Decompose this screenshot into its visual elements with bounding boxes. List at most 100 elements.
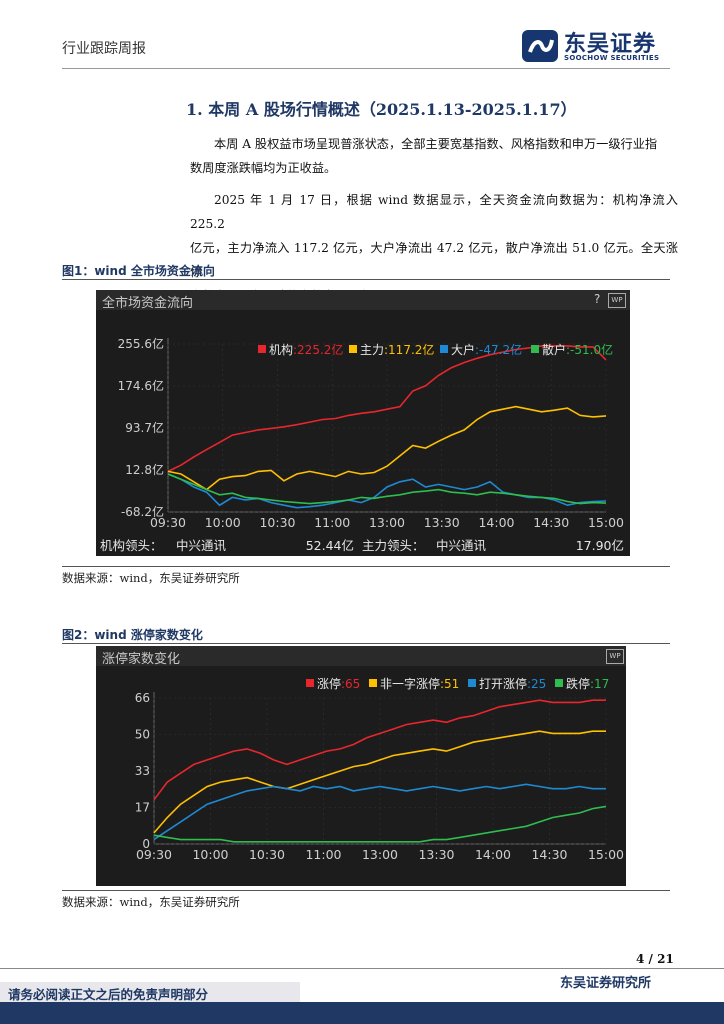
main-leader-stock: 中兴通讯 (436, 538, 487, 553)
legend-label: 散户 (542, 342, 566, 357)
y-tick-label: 33 (135, 764, 150, 778)
x-tick-label: 11:00 (314, 515, 350, 530)
panel-header: 全市场资金流向 ? WP (96, 290, 630, 311)
x-tick-label: 10:00 (192, 847, 228, 862)
limit-up-chart: 66 50 33 17 009:30 10:00 10:30 11:00 13:00 13:30 1… (135, 676, 624, 862)
legend-swatch (468, 679, 476, 687)
footer-band (0, 1002, 724, 1024)
footer-divider (0, 968, 724, 969)
series-line-散户 (167, 473, 607, 505)
legend-swatch (440, 345, 448, 353)
figure2-source: 数据来源：wind，东吴证券研究所 (62, 895, 240, 909)
logo-subtext: SOOCHOW SECURITIES (564, 54, 660, 62)
legend-label: 涨停 (317, 676, 341, 691)
wp-icon[interactable]: WP (608, 293, 626, 308)
logo-text: 东吴证券 (564, 32, 657, 57)
legend-value: :25 (527, 677, 546, 691)
figure2-bottom-rule (62, 890, 670, 891)
y-tick-label: 66 (135, 691, 150, 705)
legend-value: :-51.0亿 (566, 342, 613, 357)
legend-value: :117.2亿 (384, 342, 434, 357)
x-tick-label: 14:00 (475, 847, 511, 862)
legend-label: 机构 (269, 342, 293, 357)
legend-value: :17 (590, 677, 609, 691)
y-tick-label: 93.7亿 (125, 420, 164, 435)
figure1-source: 数据来源：wind，东吴证券研究所 (62, 571, 240, 585)
legend-label: 大户 (451, 342, 475, 357)
legend-value: :-47.2亿 (475, 342, 522, 357)
y-tick-label: 0 (142, 837, 150, 851)
logo-icon (522, 30, 558, 62)
legend-label: 非一字涨停 (380, 676, 440, 691)
x-tick-label: 11:00 (305, 847, 341, 862)
inst-leader-label: 机构领头： (100, 538, 163, 553)
series-line-涨停 (153, 699, 606, 801)
figure2-caption: 图2：wind 涨停家数变化 (62, 628, 203, 642)
x-tick-label: 10:30 (259, 515, 295, 530)
disclaimer-text: 请务必阅读正文之后的免责声明部分 (8, 987, 209, 1002)
paragraph-line: 2025 年 1 月 17 日，根据 wind 数据显示，全天资金流向数据为：机… (190, 193, 678, 231)
disclaimer-bar: 请务必阅读正文之后的免责声明部分 (0, 982, 300, 1002)
x-tick-label: 13:30 (418, 847, 454, 862)
series-line-非一字涨停 (153, 730, 606, 834)
series-line-跌停 (153, 805, 607, 843)
figure1-bottom-rule (62, 566, 670, 567)
x-tick-label: 15:00 (588, 847, 624, 862)
legend-label: 打开涨停 (479, 676, 527, 691)
paragraph-line: 数周度涨跌幅均为正收益。 (190, 161, 337, 175)
legend-value: :51 (440, 677, 459, 691)
legend-label: 主力 (360, 343, 384, 357)
figure2-top-rule (62, 643, 670, 644)
x-tick-label: 14:30 (533, 515, 569, 530)
figure1-caption: 图1：wind 全市场资金流向 (62, 264, 215, 278)
main-leader-label: 主力领头： (362, 538, 425, 553)
page-number: 4 / 21 (636, 952, 674, 966)
y-tick-label: 17 (135, 801, 150, 815)
legend-value: :65 (341, 677, 360, 691)
legend-value: :225.2亿 (293, 342, 343, 357)
help-icon[interactable]: ? (594, 292, 601, 306)
panel-title: 涨停家数变化 (102, 652, 181, 667)
legend-swatch (258, 345, 266, 353)
wp-icon[interactable]: WP (606, 649, 624, 664)
panel-title: 全市场资金流向 (102, 296, 194, 311)
series-line-打开涨停 (153, 783, 606, 841)
x-tick-label: 13:00 (362, 847, 398, 862)
footer-org: 东吴证券研究所 (560, 976, 652, 991)
y-tick-label: -68.2亿 (121, 504, 164, 519)
inst-leader-stock: 中兴通讯 (176, 538, 227, 553)
header-divider (62, 68, 670, 69)
report-type: 行业跟踪周报 (62, 41, 146, 57)
y-tick-label: 174.6亿 (118, 378, 164, 393)
legend-swatch (369, 679, 377, 687)
legend-swatch (531, 345, 539, 353)
x-tick-label: 14:00 (478, 515, 514, 530)
x-tick-label: 14:30 (531, 847, 567, 862)
x-tick-label: 13:30 (424, 515, 460, 530)
section-title: 1. 本周 A 股场行情概述（2025.1.13-2025.1.17） (186, 100, 577, 119)
legend-label: 跌停 (566, 676, 590, 691)
legend-swatch (349, 345, 357, 353)
paragraph-line: 本周 A 股权益市场呈现普涨状态，全部主要宽基指数、风格指数和申万一级行业指 (214, 137, 658, 151)
paragraph-1: 本周 A 股权益市场呈现普涨状态，全部主要宽基指数、风格指数和申万一级行业指 数… (190, 132, 678, 180)
x-tick-label: 09:30 (136, 847, 172, 862)
legend-swatch (555, 679, 563, 687)
x-tick-label: 09:30 (150, 515, 186, 530)
brand-logo: 东吴证券 SOOCHOW SECURITIES (520, 26, 680, 66)
paragraph-line: 亿元，主力净流入 117.2 亿元，大户净流出 47.2 亿元，散户净流出 51… (190, 241, 678, 279)
legend-swatch (306, 679, 314, 687)
x-tick-label: 15:00 (588, 515, 624, 530)
series-line-主力 (167, 405, 607, 491)
main-leader-value: 17.90亿 (576, 538, 624, 553)
panel-header: 涨停家数变化 WP (96, 646, 626, 667)
inst-leader-value: 52.44亿 (306, 538, 354, 553)
limit-up-panel: 涨停家数变化 WP 66 50 33 17 0 09:30 10:00 10:30 11:00 1… (96, 646, 626, 886)
fund-flow-panel: 全市场资金流向 ? WP 255.6亿 174.6亿 93.7亿 12.8亿 -68.2… (96, 290, 630, 556)
x-tick-label: 10:00 (205, 515, 241, 530)
figure1-top-rule (62, 279, 670, 280)
y-tick-label: 255.6亿 (118, 336, 164, 351)
y-tick-label: 12.8亿 (125, 462, 164, 477)
x-tick-label: 13:00 (369, 515, 405, 530)
y-tick-label: 50 (135, 728, 150, 742)
